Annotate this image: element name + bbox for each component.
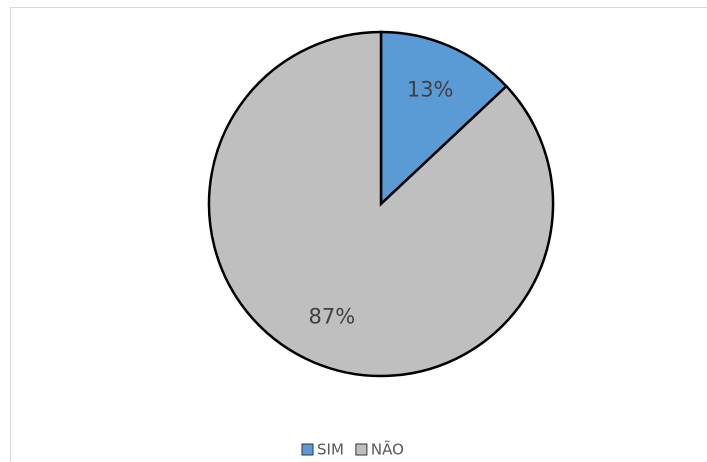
pie-slice — [379, 30, 509, 207]
legend-label: NÃO — [371, 440, 404, 459]
legend-swatch — [301, 443, 314, 456]
legend-swatch — [355, 443, 368, 456]
pie-slice — [207, 30, 555, 378]
legend-label: SIM — [317, 441, 344, 459]
data-label: 87% — [308, 305, 355, 329]
data-label: 13% — [407, 77, 454, 101]
